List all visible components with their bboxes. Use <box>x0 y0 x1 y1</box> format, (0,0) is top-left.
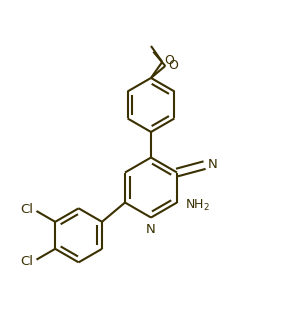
Text: NH$_2$: NH$_2$ <box>184 198 210 213</box>
Text: O: O <box>168 59 178 73</box>
Text: Cl: Cl <box>21 255 33 268</box>
Text: Cl: Cl <box>21 203 33 216</box>
Text: O: O <box>164 54 175 67</box>
Text: methoxy: methoxy <box>147 42 152 44</box>
Text: N: N <box>208 158 218 171</box>
Text: N: N <box>146 223 156 236</box>
